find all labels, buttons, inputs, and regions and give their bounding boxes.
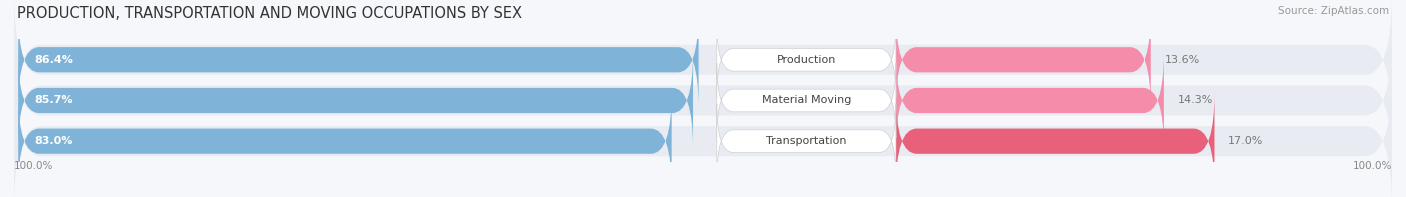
FancyBboxPatch shape xyxy=(896,11,1150,108)
FancyBboxPatch shape xyxy=(717,63,896,138)
Text: Production: Production xyxy=(776,55,837,65)
Text: Transportation: Transportation xyxy=(766,136,846,146)
FancyBboxPatch shape xyxy=(14,34,1392,167)
FancyBboxPatch shape xyxy=(18,11,699,108)
FancyBboxPatch shape xyxy=(14,75,1392,197)
FancyBboxPatch shape xyxy=(896,93,1215,190)
Text: PRODUCTION, TRANSPORTATION AND MOVING OCCUPATIONS BY SEX: PRODUCTION, TRANSPORTATION AND MOVING OC… xyxy=(17,6,522,21)
Text: Source: ZipAtlas.com: Source: ZipAtlas.com xyxy=(1278,6,1389,16)
Text: 100.0%: 100.0% xyxy=(1353,161,1392,171)
Text: 85.7%: 85.7% xyxy=(35,96,73,105)
Text: 13.6%: 13.6% xyxy=(1164,55,1199,65)
Text: 14.3%: 14.3% xyxy=(1178,96,1213,105)
Text: 100.0%: 100.0% xyxy=(14,161,53,171)
FancyBboxPatch shape xyxy=(896,52,1164,149)
Text: 86.4%: 86.4% xyxy=(35,55,73,65)
FancyBboxPatch shape xyxy=(717,104,896,179)
FancyBboxPatch shape xyxy=(717,22,896,97)
FancyBboxPatch shape xyxy=(18,93,672,190)
Text: 83.0%: 83.0% xyxy=(35,136,73,146)
Text: Material Moving: Material Moving xyxy=(762,96,851,105)
FancyBboxPatch shape xyxy=(18,52,693,149)
Text: 17.0%: 17.0% xyxy=(1229,136,1264,146)
FancyBboxPatch shape xyxy=(14,0,1392,126)
